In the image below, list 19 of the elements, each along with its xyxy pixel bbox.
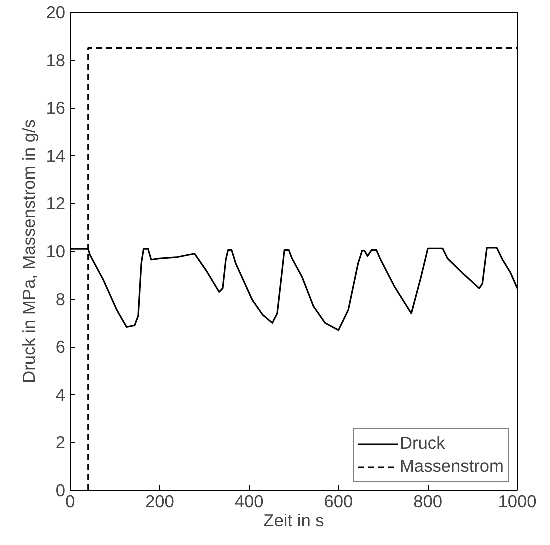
- y-axis-title: Druck in MPa, Massenstrom in g/s: [19, 119, 40, 384]
- x-tick-label: 600: [324, 492, 354, 512]
- x-tick-label: 200: [145, 492, 174, 512]
- y-tick-label: 10: [46, 242, 66, 262]
- y-tick-label: 8: [56, 289, 66, 310]
- y-tick-label: 12: [46, 194, 66, 214]
- y-tick-label: 6: [56, 337, 66, 358]
- x-tick-label: 400: [234, 492, 264, 512]
- y-tick-label: 18: [46, 50, 66, 70]
- legend-label: Massenstrom: [400, 456, 504, 477]
- y-tick-label: 16: [46, 98, 66, 118]
- y-tick-label: 4: [56, 384, 66, 405]
- x-tick-label: 1000: [498, 492, 537, 512]
- y-tick-label: 20: [46, 2, 66, 22]
- x-axis-title: Zeit in s: [264, 510, 325, 530]
- y-tick-label: 14: [46, 146, 66, 166]
- legend-label: Druck: [400, 433, 446, 454]
- y-tick-label: 2: [56, 432, 66, 453]
- x-tick-label: 800: [414, 492, 443, 512]
